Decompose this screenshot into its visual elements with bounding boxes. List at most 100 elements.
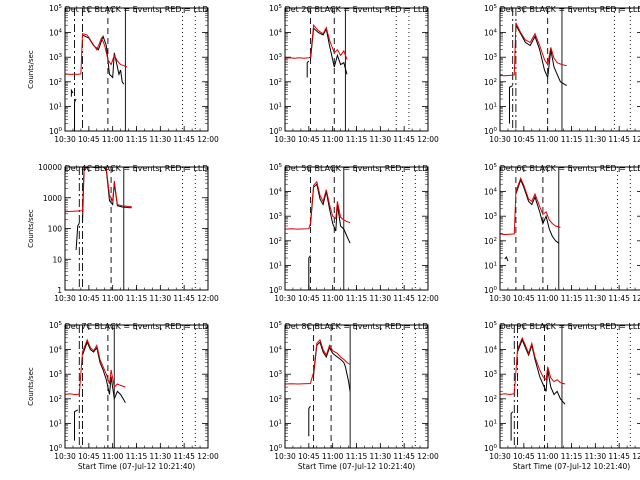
x-tick-label: 11:00 <box>537 452 559 461</box>
lld-series-line <box>64 33 128 75</box>
y-tick-label: 105 <box>484 321 498 330</box>
y-tick-exponent: 4 <box>494 188 498 194</box>
x-tick-label: 10:30 <box>274 294 296 303</box>
y-tick-label: 104 <box>269 346 283 355</box>
events-series-line <box>515 24 567 87</box>
x-tick-label: 11:00 <box>322 135 344 144</box>
x-tick-label: 12:00 <box>417 135 439 144</box>
y-axis-label: Counts/sec <box>27 209 35 248</box>
y-tick-base: 10 <box>269 53 279 62</box>
y-tick-exponent: 4 <box>494 346 498 352</box>
y-tick-label: 105 <box>269 321 283 330</box>
y-tick-label: 100 <box>269 444 283 453</box>
events-series-line <box>515 178 560 244</box>
y-tick-base: 10 <box>269 212 279 221</box>
y-tick-base: 10 <box>269 163 279 172</box>
y-tick-label: 104 <box>484 29 498 38</box>
x-tick-label: 11:15 <box>561 294 583 303</box>
y-tick-base: 10 <box>484 188 494 197</box>
x-tick-label: 12:00 <box>632 135 640 144</box>
y-tick-label: 100 <box>269 127 283 136</box>
panel-title: Det 6C BLACK = Events, RED = LLD <box>500 164 640 173</box>
y-tick-base: 10 <box>49 127 59 136</box>
panel-title: Det 1C BLACK = Events, RED = LLD <box>65 5 209 14</box>
x-tick-label: 10:45 <box>513 294 535 303</box>
x-tick-label: 11:30 <box>370 452 392 461</box>
y-tick-exponent: 2 <box>494 395 498 401</box>
lld-series-line <box>499 22 567 77</box>
y-tick-exponent: 0 <box>494 444 498 450</box>
y-tick-base: 10 <box>269 237 279 246</box>
x-tick-label: 11:30 <box>150 294 172 303</box>
y-tick-label: 103 <box>49 370 63 379</box>
y-tick-label: 10000 <box>38 163 62 172</box>
x-tick-label: 11:30 <box>150 135 172 144</box>
x-tick-label: 12:00 <box>632 452 640 461</box>
y-tick-base: 10 <box>269 419 279 428</box>
x-tick-label: 11:00 <box>102 452 124 461</box>
panel-title: Det 4C BLACK = Events, RED = LLD <box>65 164 209 173</box>
detector-panel-7: 10:30 10:45 11:00 11:15 11:30 11:45 12:0010010… <box>27 321 219 471</box>
y-tick-base: 10 <box>484 321 494 330</box>
events-series-line <box>504 255 509 262</box>
y-tick-exponent: 1 <box>494 261 498 267</box>
y-tick-label: 100 <box>48 225 63 234</box>
y-tick-exponent: 0 <box>59 444 63 450</box>
y-tick-label: 101 <box>484 419 497 428</box>
y-tick-label: 105 <box>269 4 283 13</box>
x-tick-label: 10:45 <box>513 452 535 461</box>
lld-series-line <box>64 338 126 396</box>
panel-title: Det 8C BLACK = Events, RED = LLD <box>285 322 429 331</box>
y-tick-exponent: 1 <box>59 102 63 108</box>
y-tick-base: 10 <box>269 395 279 404</box>
events-series-line <box>313 341 351 392</box>
x-tick-label: 11:45 <box>393 452 415 461</box>
y-tick-exponent: 3 <box>494 370 498 376</box>
y-tick-label: 105 <box>484 163 498 172</box>
y-tick-base: 10 <box>49 370 59 379</box>
y-tick-base: 10 <box>269 188 279 197</box>
y-tick-exponent: 2 <box>279 237 283 243</box>
y-tick-label: 100 <box>49 444 63 453</box>
y-tick-exponent: 0 <box>279 444 283 450</box>
y-tick-exponent: 5 <box>59 321 63 327</box>
x-tick-label: 11:15 <box>126 294 148 303</box>
detector-panel-5: 10:30 10:45 11:00 11:15 11:30 11:45 12:0010010… <box>269 163 439 303</box>
y-tick-exponent: 1 <box>494 419 498 425</box>
y-tick-base: 10 <box>49 53 59 62</box>
x-tick-label: 11:45 <box>608 452 630 461</box>
y-tick-label: 101 <box>49 419 62 428</box>
y-tick-base: 10 <box>49 444 59 453</box>
y-tick-label: 101 <box>484 102 497 111</box>
y-tick-exponent: 0 <box>494 286 498 292</box>
lld-series-line <box>64 166 132 213</box>
x-tick-label: 11:15 <box>126 452 148 461</box>
events-series-line <box>306 60 310 78</box>
x-tick-label: 10:30 <box>54 452 76 461</box>
y-tick-base: 10 <box>484 212 494 221</box>
x-tick-label: 10:30 <box>489 135 511 144</box>
x-tick-label: 11:15 <box>561 135 583 144</box>
y-tick-label: 104 <box>484 346 498 355</box>
detector-panel-2: 10:30 10:45 11:00 11:15 11:30 11:45 12:0010010… <box>269 4 439 144</box>
y-tick-base: 10 <box>269 29 279 38</box>
x-tick-label: 10:30 <box>54 135 76 144</box>
x-tick-label: 12:00 <box>197 135 219 144</box>
events-series-line <box>308 405 311 437</box>
plot-frame <box>499 324 640 449</box>
x-tick-label: 11:15 <box>346 294 368 303</box>
y-tick-label: 103 <box>269 212 283 221</box>
y-tick-label: 1000 <box>43 194 62 203</box>
y-tick-exponent: 3 <box>279 212 283 218</box>
panel-title: Det 5C BLACK = Events, RED = LLD <box>285 164 429 173</box>
y-tick-label: 102 <box>484 78 497 87</box>
y-tick-label: 105 <box>269 163 283 172</box>
y-tick-exponent: 2 <box>279 395 283 401</box>
y-tick-exponent: 2 <box>494 78 498 84</box>
x-tick-label: 10:30 <box>274 135 296 144</box>
events-series-line <box>517 338 566 405</box>
x-tick-label: 10:45 <box>298 452 320 461</box>
y-tick-base: 10 <box>269 102 279 111</box>
y-tick-exponent: 4 <box>59 346 63 352</box>
y-tick-label: 103 <box>49 53 63 62</box>
